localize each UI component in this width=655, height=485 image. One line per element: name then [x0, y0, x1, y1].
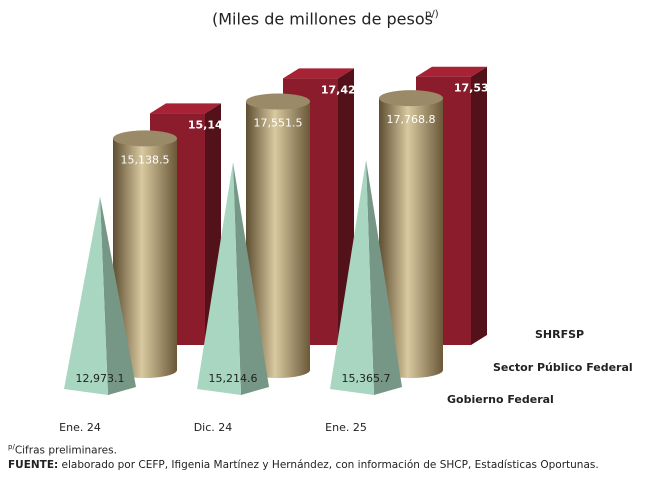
source: FUENTE: elaborado por CEFP, Ifigenia Mar…: [8, 458, 648, 472]
value-label: 17,551.5: [254, 116, 303, 129]
legend-label: Gobierno Federal: [447, 393, 554, 406]
cylinder-top: [379, 90, 443, 107]
cylinder-top: [113, 130, 177, 147]
value-label: 15,365.7: [342, 372, 391, 385]
pyramid: [197, 162, 241, 395]
legend-label: SHRFSP: [535, 328, 584, 341]
box-side: [471, 66, 487, 345]
cylinder-top: [246, 93, 310, 110]
value-label: 17,425.5: [321, 83, 375, 96]
pyramid: [64, 196, 108, 395]
chart: (Miles de millones de pesos p/) 15,140.2…: [59, 9, 633, 434]
box-top: [283, 68, 354, 79]
value-label: 15,138.5: [121, 153, 170, 166]
value-label: 15,140.2: [188, 118, 242, 131]
note-text: Cifras preliminares.: [14, 444, 117, 457]
box-top: [416, 66, 487, 77]
chart-title-superscript: p/): [425, 9, 439, 20]
pyramid-side: [233, 162, 269, 395]
source-label: FUENTE:: [8, 458, 59, 471]
cylinder: [379, 98, 443, 378]
pyramid-side: [366, 159, 402, 395]
footnotes: p/Cifras preliminares. FUENTE: elaborado…: [8, 440, 648, 472]
x-tick-label: Ene. 25: [325, 421, 367, 434]
note-mark: p/: [8, 443, 15, 451]
value-label: 15,214.6: [209, 372, 258, 385]
cylinder: [113, 138, 177, 378]
pyramid: [330, 159, 374, 395]
x-tick-label: Ene. 24: [59, 421, 101, 434]
legend-label: Sector Público Federal: [493, 361, 633, 374]
x-tick-label: Dic. 24: [194, 421, 233, 434]
pyramid-side: [100, 196, 136, 395]
box-top: [150, 103, 221, 114]
cylinder: [246, 101, 310, 379]
value-label: 12,973.1: [76, 372, 125, 385]
source-text: elaborado por CEFP, Ifigenia Martínez y …: [61, 458, 599, 471]
chart-title: (Miles de millones de pesos: [212, 10, 433, 29]
value-label: 17,536.0: [454, 82, 509, 95]
value-label: 17,768.8: [387, 113, 436, 126]
note: p/Cifras preliminares.: [8, 440, 648, 458]
